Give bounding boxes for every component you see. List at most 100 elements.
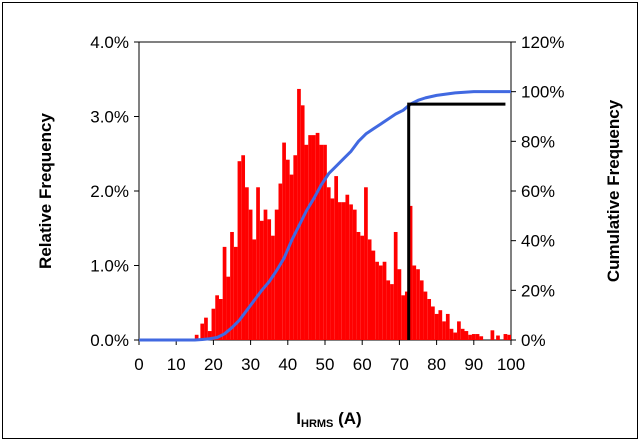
- histogram-bar-27: [297, 88, 301, 340]
- y-tick-label-2: 2.0%: [90, 182, 129, 201]
- histogram-bar-70: [457, 321, 461, 341]
- x-tick-label-7: 70: [390, 355, 409, 374]
- histogram-bar-30: [308, 135, 312, 341]
- y-tick-label-1: 1.0%: [90, 257, 129, 276]
- histogram-bar-16: [256, 187, 260, 340]
- y-tick-label-0: 0.0%: [90, 331, 129, 350]
- histogram-bar-0: [194, 334, 199, 340]
- histogram-bar-75: [475, 334, 480, 340]
- histogram-bar-54: [397, 269, 402, 340]
- histogram-bar-60: [419, 280, 424, 340]
- histogram-bar-9: [230, 231, 234, 340]
- histogram-bar-66: [442, 321, 446, 341]
- histogram-bar-63: [431, 306, 435, 340]
- histogram-bar-37: [334, 176, 339, 340]
- y2-tick-label-5: 100%: [521, 83, 564, 102]
- y2-tick-label-2: 40%: [521, 232, 555, 251]
- histogram-bar-3: [207, 331, 212, 340]
- histogram-bar-52: [390, 284, 394, 341]
- histogram-bar-45: [364, 187, 368, 340]
- histogram-bar-64: [434, 313, 439, 340]
- y2-tick-label-6: 120%: [521, 33, 564, 52]
- histogram-bar-58: [412, 265, 417, 340]
- histogram-bar-21: [274, 209, 279, 340]
- histogram-bar-32: [315, 132, 320, 340]
- histogram-bar-49: [378, 265, 383, 340]
- histogram-bar-26: [293, 155, 298, 340]
- histogram-bar-36: [330, 198, 335, 340]
- y2-tick-label-0: 0%: [521, 331, 546, 350]
- histogram-bar-6: [218, 299, 223, 340]
- histogram-bar-79: [503, 334, 508, 340]
- histogram-bar-20: [271, 235, 275, 340]
- histogram-bar-28: [300, 105, 305, 340]
- x-tick-label-1: 10: [167, 355, 186, 374]
- y-tick-label-4: 4.0%: [90, 33, 129, 52]
- histogram-bar-67: [445, 313, 450, 340]
- histogram-bar-65: [438, 310, 443, 340]
- histogram-bar-48: [375, 261, 379, 340]
- histogram-bar-4: [211, 308, 216, 340]
- histogram-bar-61: [423, 291, 428, 340]
- y2-tick-label-4: 80%: [521, 132, 555, 151]
- y2-tick-label-1: 20%: [521, 281, 555, 300]
- histogram-bar-15: [252, 239, 257, 340]
- histogram-bar-42: [352, 209, 357, 340]
- histogram-bar-73: [468, 334, 472, 340]
- y2-axis-title: Cumulative Frequency: [604, 99, 623, 282]
- histogram-bar-31: [311, 135, 316, 341]
- histogram-bar-23: [282, 142, 286, 340]
- histogram-bar-47: [371, 250, 376, 340]
- histogram-bar-1: [200, 323, 205, 340]
- x-tick-label-0: 0: [134, 355, 143, 374]
- histogram-bar-10: [233, 246, 238, 341]
- histogram-bar-62: [427, 299, 432, 340]
- histogram-bar-55: [401, 295, 405, 340]
- y-tick-label-3: 3.0%: [90, 108, 129, 127]
- histogram-bar-50: [382, 261, 387, 340]
- histogram-bar-78: [496, 335, 500, 340]
- histogram-bar-25: [289, 174, 294, 340]
- histogram-bar-76: [479, 336, 484, 340]
- histogram-bar-17: [259, 220, 264, 340]
- ticks-group: 0 10 20 30 40 50 60 70 80 90 100 0.0% 1.0% 2.0% 3.0% 4.…: [90, 33, 564, 374]
- histogram-bar-51: [386, 280, 391, 340]
- chart-frame: 0 10 20 30 40 50 60 70 80 90 100 0.0% 1.0% 2.0% 3.0% 4.…: [2, 2, 638, 439]
- histogram-bar-34: [323, 144, 327, 340]
- x-axis-title-subscript: HRMS: [301, 418, 333, 430]
- histogram-bar-11: [237, 161, 242, 340]
- histogram-bar-69: [453, 332, 458, 340]
- histogram-bar-33: [319, 144, 324, 340]
- histogram-chart: 0 10 20 30 40 50 60 70 80 90 100 0.0% 1.0% 2.0% 3.0% 4.…: [36, 33, 623, 430]
- histogram-bar-43: [356, 231, 361, 340]
- histogram-bar-29: [304, 144, 309, 340]
- threshold-line: [407, 102, 506, 340]
- lines-group: [139, 90, 511, 342]
- histogram-bar-7: [222, 246, 227, 341]
- histogram-bar-13: [245, 187, 249, 340]
- x-tick-label-9: 90: [464, 355, 483, 374]
- histogram-bar-74: [471, 334, 476, 340]
- histogram-bar-8: [226, 276, 231, 340]
- x-tick-label-6: 60: [353, 355, 372, 374]
- x-tick-label-5: 50: [316, 355, 335, 374]
- y2-tick-label-3: 60%: [521, 182, 555, 201]
- histogram-bar-68: [449, 328, 454, 340]
- histogram-bar-39: [341, 202, 346, 340]
- x-tick-label-4: 40: [278, 355, 297, 374]
- histogram-bar-53: [393, 231, 398, 340]
- histogram-bar-56: [404, 291, 409, 340]
- histogram-bar-80: [507, 334, 511, 340]
- histogram-bar-59: [416, 269, 420, 340]
- histogram-bar-77: [490, 330, 495, 340]
- x-tick-label-3: 30: [241, 355, 260, 374]
- histogram-bar-2: [204, 317, 208, 340]
- histogram-bar-14: [248, 209, 253, 340]
- histogram-bar-38: [338, 202, 342, 340]
- histogram-bar-18: [263, 209, 268, 340]
- histogram-bar-12: [241, 155, 246, 340]
- x-axis-title-main: I: [296, 409, 301, 428]
- histogram-bar-40: [345, 194, 350, 340]
- histogram-bar-46: [367, 239, 372, 340]
- histogram-bar-72: [464, 331, 469, 340]
